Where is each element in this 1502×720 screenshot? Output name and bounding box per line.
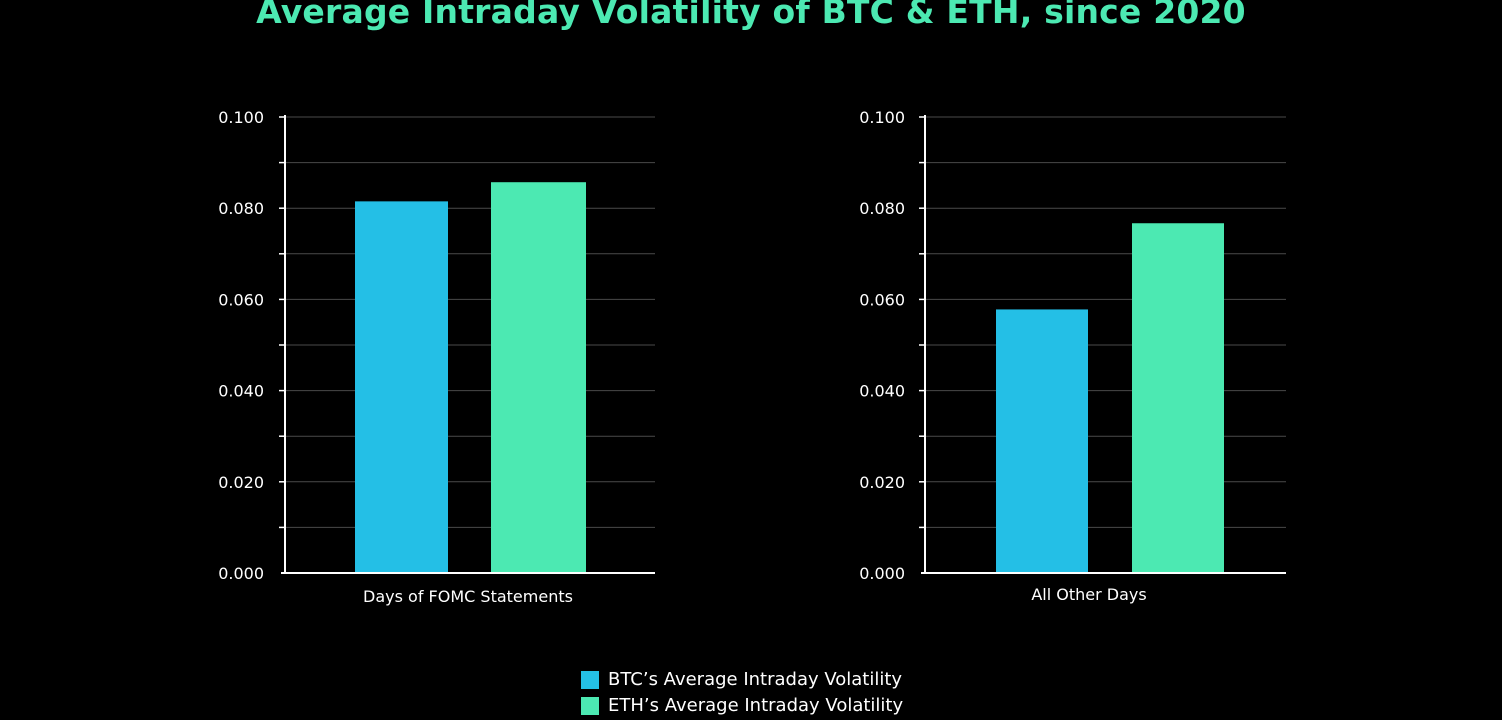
y-tick-label: 0.020 <box>218 473 264 492</box>
y-tick-label: 0.060 <box>218 290 264 309</box>
bar-eth-fomc-days <box>491 182 586 573</box>
y-tick-label: 0.060 <box>859 290 905 309</box>
chart-panel-fomc-days: 0.000 0.020 0.040 0.060 0.080 0.100 Days of FO… <box>218 108 655 606</box>
y-tick-label: 0.100 <box>218 108 264 127</box>
bar-eth-other-days <box>1132 223 1224 574</box>
y-tick-label: 0.080 <box>859 199 905 218</box>
y-tick-label: 0.080 <box>218 199 264 218</box>
x-axis-label: All Other Days <box>1031 585 1146 604</box>
y-tick-label: 0.000 <box>859 564 905 583</box>
bar-btc-other-days <box>996 309 1088 573</box>
y-tick-label: 0.000 <box>218 564 264 583</box>
legend-label-eth: ETH’s Average Intraday Volatility <box>608 695 904 716</box>
y-tick-label: 0.040 <box>218 382 264 401</box>
y-tick-label: 0.020 <box>859 473 905 492</box>
legend-swatch-eth <box>581 697 599 715</box>
y-tick-label: 0.100 <box>859 108 905 127</box>
legend-swatch-btc <box>581 671 599 689</box>
x-axis-label: Days of FOMC Statements <box>363 587 573 606</box>
chart-title: Average Intraday Volatility of BTC & ETH… <box>256 0 1246 31</box>
bar-btc-fomc-days <box>355 201 448 574</box>
chart-panel-other-days: 0.000 0.020 0.040 0.060 0.080 0.100 All Other … <box>859 108 1286 604</box>
y-tick-label: 0.040 <box>859 382 905 401</box>
legend-label-btc: BTC’s Average Intraday Volatility <box>608 669 903 690</box>
